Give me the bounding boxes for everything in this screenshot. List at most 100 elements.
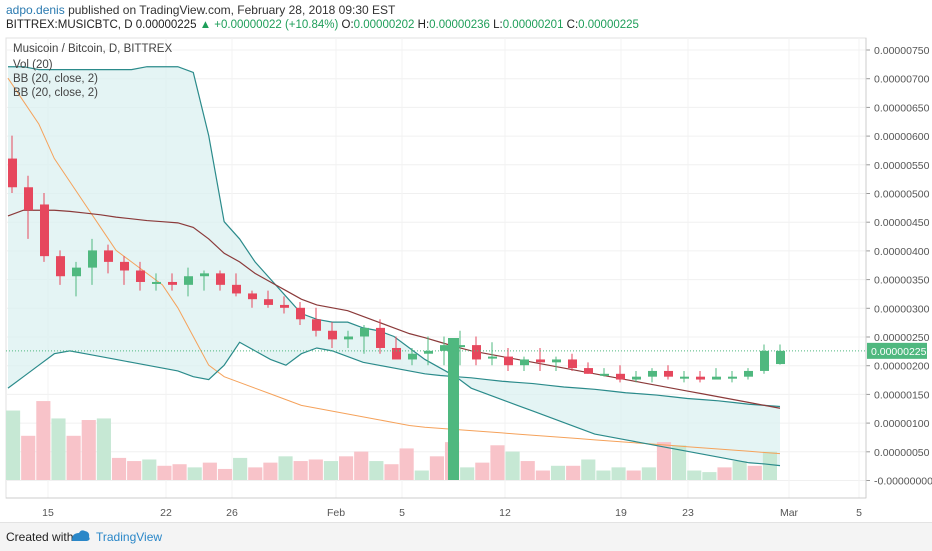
y-tick-label: 0.00000050: [874, 447, 930, 459]
volume-bar: [672, 445, 687, 480]
y-tick-label: 0.00000200: [874, 361, 930, 373]
volume-bar: [157, 465, 172, 480]
y-tick-label: 0.00000700: [874, 74, 930, 86]
candle-body: [776, 350, 785, 365]
bb-lower-line: [7, 341, 781, 408]
candle-body: [520, 359, 529, 366]
volume-bar: [641, 467, 656, 480]
volume-bar: [6, 410, 21, 480]
candle-body: [376, 327, 385, 348]
bb-fill: [8, 66, 780, 466]
candle-body: [216, 273, 225, 285]
candle-body: [296, 307, 305, 320]
candle-body: [264, 299, 273, 305]
legend-pair[interactable]: Musicoin / Bitcoin, D, BITTREX: [13, 43, 173, 55]
volume-bar: [460, 467, 475, 480]
candle-body: [104, 250, 113, 262]
volume-bar: [308, 459, 323, 480]
legend-bb-1[interactable]: BB (20, close, 2): [13, 73, 99, 85]
candle-body: [392, 347, 401, 360]
x-tick-label: Feb: [327, 507, 345, 519]
candle-body: [40, 204, 49, 257]
price-change: +0.00000022 (+10.84%): [214, 19, 339, 31]
volume-bar: [202, 462, 217, 480]
tradingview-logo-icon[interactable]: [68, 528, 92, 549]
legend-volume[interactable]: Vol (20): [13, 59, 53, 71]
volume-bar: [21, 435, 36, 480]
bb-upper-line: [8, 66, 781, 467]
candle-body: [568, 359, 577, 369]
candle-body: [648, 370, 657, 377]
candle-body: [440, 345, 449, 351]
high-label: H:: [417, 19, 430, 31]
footer: Created with TradingView: [0, 522, 932, 551]
y-tick-label: 0.00000400: [874, 246, 930, 258]
volume-bar: [475, 462, 490, 480]
volume-bar: [111, 457, 127, 480]
candle-body: [136, 270, 145, 282]
low-label: L:: [493, 19, 503, 31]
candle-body: [616, 373, 625, 380]
volume-bar: [656, 442, 672, 480]
volume-bar: [96, 418, 111, 480]
created-with-text: Created with: [6, 530, 74, 544]
volume-bar: [339, 456, 354, 480]
y-tick-label: 0.00000100: [874, 418, 930, 430]
y-tick-label: 0.00000300: [874, 303, 930, 315]
x-tick-label: 5: [399, 507, 405, 519]
volume-bar: [535, 470, 550, 480]
volume-bar: [747, 465, 762, 480]
candle-body: [584, 368, 593, 374]
x-tick-label: Mar: [780, 507, 799, 519]
volume-bar: [566, 465, 581, 480]
y-tick-label: 0.00000450: [874, 217, 930, 229]
volume-bar: [217, 468, 233, 480]
volume-spike-bar: [448, 338, 459, 480]
high-value: 0.00000236: [429, 19, 490, 31]
y-tick-label: 0.00000250: [874, 332, 930, 344]
volume-bar: [687, 470, 702, 480]
candle-body: [632, 376, 641, 380]
price-chart[interactable]: 0.00000750 0.00000700 0.00000650 0.00000600…: [0, 0, 932, 522]
candle-body: [88, 250, 97, 268]
candle-body: [680, 376, 689, 379]
volume-bar: [596, 470, 611, 480]
x-tick-label: 19: [615, 507, 627, 519]
candle-body: [360, 327, 369, 337]
candle-body: [456, 345, 465, 348]
candle-body: [536, 359, 545, 363]
volume-bar: [293, 461, 308, 480]
y-tick-label: 0.00000550: [874, 160, 930, 172]
volume-bar: [550, 465, 566, 480]
y-tick-label: -0.00000000: [874, 476, 932, 488]
y-tick-label: 0.00000650: [874, 102, 930, 114]
candle-body: [56, 256, 65, 277]
candle-body: [184, 276, 193, 285]
volume-bar: [702, 472, 717, 480]
close-label: C:: [566, 19, 579, 31]
x-tick-label: 23: [682, 507, 694, 519]
candle-body: [472, 345, 481, 360]
volume-bar: [36, 401, 51, 480]
volume-bar: [369, 461, 384, 480]
published-text: published on TradingView.com, February 2…: [68, 3, 396, 17]
tradingview-brand[interactable]: TradingView: [96, 530, 163, 544]
header-line-2: BITTREX:MUSICBTC, D 0.00000225 ▲ +0.0000…: [6, 19, 639, 31]
candle-body: [232, 284, 241, 294]
volume-bar: [626, 470, 641, 480]
open-value: 0.00000202: [353, 19, 415, 31]
last-price-tag: [867, 342, 927, 359]
author-link[interactable]: adpo.denis: [6, 3, 65, 17]
y-tick-label: 0.00000750: [874, 45, 930, 57]
volume-bar: [505, 451, 520, 480]
candle-body: [152, 281, 161, 284]
volume-bar: [263, 462, 278, 480]
candle-body: [504, 356, 513, 366]
candle-body: [120, 261, 129, 271]
x-tick-label: 15: [42, 507, 54, 519]
last-price-label: 0.00000225: [871, 346, 927, 358]
candle-body: [344, 336, 353, 340]
x-tick-label: 5: [856, 507, 862, 519]
legend-bb-2[interactable]: BB (20, close, 2): [13, 87, 99, 99]
candle-body: [712, 376, 721, 380]
